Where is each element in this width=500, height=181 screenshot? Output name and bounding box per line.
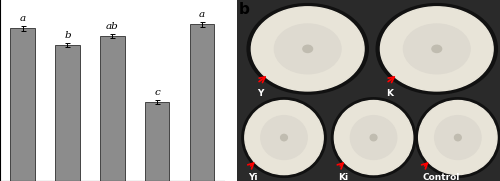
Text: Ki: Ki [338,173,348,181]
Bar [190,24,214,181]
Text: a: a [199,10,205,19]
Ellipse shape [434,116,481,159]
Ellipse shape [380,7,493,91]
Text: Y: Y [257,89,263,98]
Ellipse shape [247,4,368,94]
Ellipse shape [274,24,341,74]
Bar [100,36,124,181]
Text: Yi: Yi [248,173,258,181]
Ellipse shape [303,45,312,52]
Bar [10,28,35,181]
Ellipse shape [404,24,470,74]
Ellipse shape [334,100,413,175]
Ellipse shape [418,100,497,175]
Text: b: b [64,31,70,40]
Ellipse shape [370,134,377,141]
Text: a: a [20,14,26,23]
Ellipse shape [332,98,415,177]
Ellipse shape [376,4,498,94]
Text: K: K [386,89,393,98]
Text: c: c [154,88,160,96]
Ellipse shape [245,100,323,175]
Ellipse shape [416,98,500,177]
Ellipse shape [252,7,364,91]
Ellipse shape [350,116,397,159]
Text: b: b [239,2,250,17]
Bar [55,45,80,181]
Ellipse shape [432,45,442,52]
Ellipse shape [280,134,287,141]
Ellipse shape [454,134,461,141]
Ellipse shape [242,98,326,177]
Text: Control: Control [422,173,460,181]
Ellipse shape [261,116,307,159]
Text: ab: ab [106,22,118,31]
Bar [144,102,170,181]
